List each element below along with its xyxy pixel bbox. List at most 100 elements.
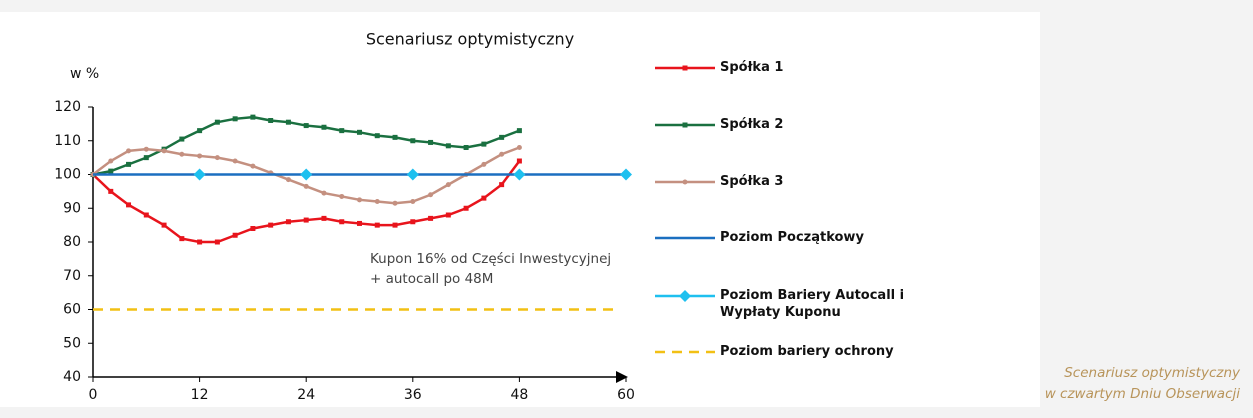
data-point xyxy=(179,136,185,142)
data-point xyxy=(321,215,327,221)
data-point xyxy=(232,116,238,122)
x-tick-label: 48 xyxy=(510,387,528,403)
data-point xyxy=(516,158,522,164)
data-point xyxy=(392,222,398,228)
data-point xyxy=(357,129,362,135)
data-point xyxy=(214,239,220,245)
data-point xyxy=(339,193,345,199)
data-point xyxy=(428,192,434,198)
x-tick-label: 0 xyxy=(89,387,98,403)
data-point xyxy=(357,197,362,203)
data-point xyxy=(410,219,416,225)
data-point xyxy=(193,168,206,181)
legend-marker xyxy=(682,122,688,128)
data-point xyxy=(406,168,419,181)
legend-label: Poziom Początkowy xyxy=(720,230,864,245)
data-point xyxy=(620,168,632,181)
data-point xyxy=(108,158,114,164)
data-point xyxy=(445,212,451,218)
annotation: + autocall po 48M xyxy=(370,271,493,287)
data-point xyxy=(126,202,132,208)
y-tick-label: 50 xyxy=(63,335,81,351)
data-point xyxy=(126,148,132,154)
data-point xyxy=(516,128,522,134)
data-point xyxy=(428,215,434,221)
y-tick-label: 60 xyxy=(63,302,81,318)
data-point xyxy=(250,226,256,231)
y-axis-label: w % xyxy=(70,66,99,82)
legend-marker xyxy=(679,290,691,302)
data-point xyxy=(285,119,291,125)
data-point xyxy=(126,161,132,167)
data-point xyxy=(108,188,114,194)
data-point xyxy=(516,145,522,150)
data-point xyxy=(321,124,327,130)
data-point xyxy=(445,143,451,149)
legend-marker xyxy=(682,179,688,185)
data-point xyxy=(481,161,487,167)
data-point xyxy=(197,128,203,134)
data-point xyxy=(481,141,487,147)
x-tick-label: 12 xyxy=(191,387,209,403)
y-tick-label: 100 xyxy=(54,167,81,183)
data-point xyxy=(161,222,167,228)
data-point xyxy=(392,200,398,206)
legend-label: Spółka 2 xyxy=(720,117,784,132)
data-point xyxy=(232,158,238,164)
data-point xyxy=(339,219,345,225)
data-point xyxy=(197,239,203,245)
data-point xyxy=(463,205,469,211)
data-point xyxy=(374,133,380,139)
data-point xyxy=(374,199,380,204)
x-tick-label: 36 xyxy=(404,387,422,403)
data-point xyxy=(250,163,256,169)
y-tick-label: 120 xyxy=(54,99,81,115)
caption: w czwartym Dniu Obserwacji xyxy=(1045,386,1241,402)
y-tick-label: 110 xyxy=(54,133,81,149)
legend-label: Spółka 3 xyxy=(720,174,784,189)
data-point xyxy=(428,139,434,145)
data-point xyxy=(232,232,238,238)
data-point xyxy=(214,155,220,161)
data-point xyxy=(303,217,309,223)
data-point xyxy=(300,168,313,181)
data-point xyxy=(374,222,380,228)
caption: Scenariusz optymistyczny xyxy=(1064,365,1241,381)
data-point xyxy=(285,219,291,225)
data-point xyxy=(285,177,291,183)
data-point xyxy=(303,123,309,129)
data-point xyxy=(463,145,469,150)
data-point xyxy=(392,134,398,140)
data-point xyxy=(268,118,274,123)
data-point xyxy=(197,153,203,159)
data-point xyxy=(499,134,505,140)
data-point xyxy=(179,236,185,242)
data-point xyxy=(499,151,505,157)
data-point xyxy=(268,222,274,228)
y-tick-label: 90 xyxy=(63,200,81,216)
data-point xyxy=(445,182,451,188)
data-point xyxy=(499,182,505,188)
data-point xyxy=(410,138,416,144)
data-point xyxy=(321,190,327,196)
data-point xyxy=(339,128,345,134)
y-tick-label: 40 xyxy=(63,369,81,385)
data-point xyxy=(513,168,526,181)
legend-marker xyxy=(682,65,688,71)
chart-panel xyxy=(0,12,1040,407)
legend-label: Poziom bariery ochrony xyxy=(720,344,894,359)
data-point xyxy=(143,212,149,218)
data-point xyxy=(143,155,149,161)
x-tick-label: 24 xyxy=(297,387,315,403)
data-point xyxy=(179,151,185,157)
data-point xyxy=(161,148,167,154)
data-point xyxy=(214,119,220,125)
legend-label: Poziom Bariery Autocall i Wypłaty Kuponu xyxy=(720,288,905,320)
data-point xyxy=(410,199,416,204)
data-point xyxy=(250,114,256,120)
data-point xyxy=(108,168,114,174)
chart-title: Scenariusz optymistyczny xyxy=(366,30,574,49)
annotation: Kupon 16% od Części Inwestycyjnej xyxy=(370,251,611,267)
